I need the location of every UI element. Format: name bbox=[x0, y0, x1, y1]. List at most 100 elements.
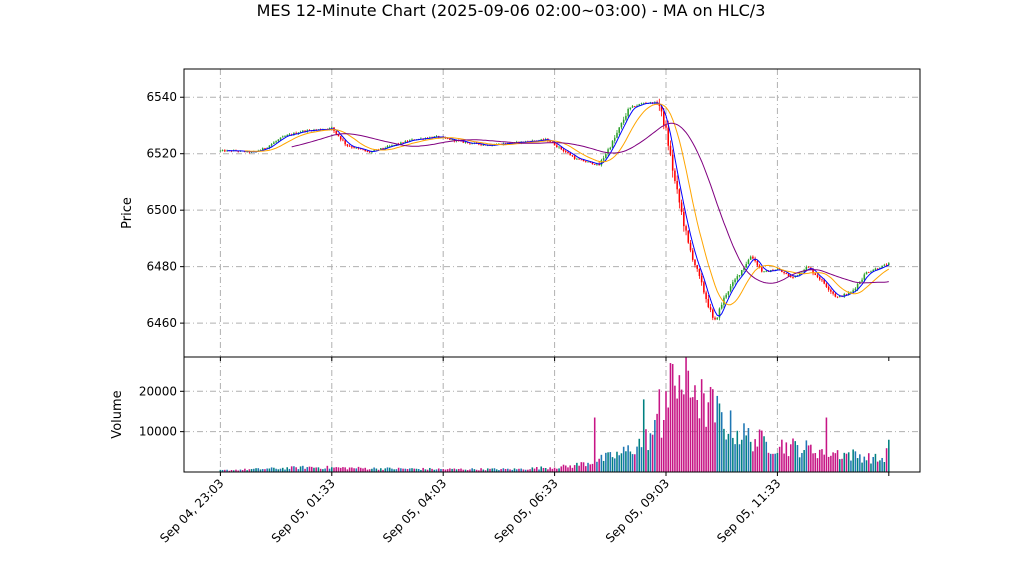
candle-body bbox=[665, 125, 667, 128]
volume-bar bbox=[709, 386, 712, 472]
candle-body bbox=[662, 111, 665, 126]
volume-bar bbox=[547, 469, 549, 472]
volume-bar bbox=[235, 469, 237, 472]
volume-bar bbox=[738, 444, 741, 472]
candle-body bbox=[876, 268, 879, 270]
volume-bar bbox=[680, 389, 683, 472]
volume-bar bbox=[796, 445, 799, 472]
candle-body bbox=[286, 135, 289, 137]
candle-body bbox=[299, 131, 302, 133]
volume-bar bbox=[500, 469, 502, 472]
candle-body bbox=[480, 144, 482, 146]
candle-body bbox=[402, 142, 404, 144]
candle-body bbox=[451, 139, 453, 141]
volume-bar bbox=[569, 465, 571, 472]
candle-body bbox=[865, 272, 868, 275]
candle-body bbox=[756, 260, 759, 266]
candle-body bbox=[449, 138, 451, 140]
volume-bar bbox=[761, 430, 763, 472]
volume-bar bbox=[275, 468, 277, 472]
candle-body bbox=[342, 139, 344, 141]
candle-body bbox=[883, 264, 886, 266]
candle-body bbox=[331, 127, 333, 129]
volume-bar bbox=[576, 462, 578, 472]
candle-body bbox=[366, 151, 369, 152]
volume-bar bbox=[861, 462, 863, 472]
candle-body bbox=[453, 139, 456, 142]
candle-body bbox=[683, 211, 685, 227]
volume-bar bbox=[411, 468, 413, 472]
volume-bar bbox=[839, 459, 841, 472]
candle-body bbox=[687, 230, 690, 243]
volume-bar bbox=[359, 467, 362, 472]
volume-bar bbox=[649, 433, 652, 472]
volume-bar bbox=[564, 465, 567, 472]
candle-body bbox=[720, 304, 723, 309]
volume-bar bbox=[239, 469, 242, 472]
candle-body bbox=[616, 132, 618, 138]
volume-bar bbox=[464, 469, 467, 472]
volume-bar bbox=[803, 450, 805, 472]
candle-body bbox=[807, 266, 810, 268]
candle-body bbox=[562, 149, 565, 152]
volume-bar bbox=[429, 467, 431, 472]
candle-body bbox=[745, 264, 747, 268]
candle-body bbox=[411, 139, 413, 141]
volume-bar bbox=[259, 469, 262, 472]
candle-body bbox=[335, 130, 338, 134]
volume-bar bbox=[391, 468, 393, 472]
price-tick-label: 6540 bbox=[146, 90, 177, 104]
volume-bar bbox=[685, 357, 687, 472]
volume-bar bbox=[253, 468, 255, 472]
candle-body bbox=[843, 294, 846, 297]
volume-bar bbox=[322, 469, 324, 472]
volume-bar bbox=[843, 452, 846, 472]
volume-bar bbox=[266, 468, 268, 472]
candle-body bbox=[700, 276, 703, 283]
volume-bar bbox=[308, 466, 311, 472]
volume-axis-label: Volume bbox=[110, 390, 125, 438]
candle-body bbox=[698, 268, 701, 277]
candle-body bbox=[355, 147, 358, 149]
candle-body bbox=[224, 150, 226, 152]
candle-body bbox=[627, 109, 629, 116]
volume-bar bbox=[386, 467, 389, 472]
candle-body bbox=[585, 161, 587, 163]
candle-body bbox=[618, 127, 620, 133]
candle-body bbox=[264, 148, 266, 149]
volume-bar bbox=[540, 466, 543, 472]
x-tick-label: Sep 04, 23:03 bbox=[157, 476, 226, 545]
volume-bar bbox=[310, 466, 313, 472]
volume-bar bbox=[812, 453, 814, 472]
candle-body bbox=[725, 294, 727, 298]
volume-bar bbox=[527, 469, 529, 472]
volume-bar bbox=[335, 467, 338, 472]
volume-bar bbox=[366, 469, 369, 472]
candle-body bbox=[872, 270, 874, 272]
volume-bar bbox=[388, 467, 391, 472]
volume-bar bbox=[794, 441, 797, 472]
volume-bar bbox=[667, 407, 670, 472]
volume-bar bbox=[268, 468, 271, 472]
volume-bar bbox=[636, 446, 638, 472]
volume-bar bbox=[397, 467, 400, 472]
volume-bar bbox=[304, 468, 306, 472]
volume-bar bbox=[847, 452, 850, 472]
volume-bar bbox=[377, 469, 380, 472]
candle-body bbox=[836, 296, 839, 298]
volume-bar bbox=[493, 468, 496, 472]
volume-bar bbox=[859, 454, 861, 472]
volume-bar bbox=[553, 467, 556, 472]
candle-body bbox=[435, 136, 438, 137]
volume-bar bbox=[453, 468, 456, 472]
volume-bar bbox=[520, 468, 522, 472]
volume-bar bbox=[718, 403, 721, 472]
candle-body bbox=[593, 164, 596, 165]
candle-body bbox=[408, 140, 411, 142]
volume-bar bbox=[364, 467, 366, 472]
volume-bar bbox=[460, 468, 462, 472]
volume-bar bbox=[720, 412, 723, 472]
volume-bar bbox=[533, 468, 536, 472]
candle-body bbox=[740, 270, 743, 276]
candle-body bbox=[667, 127, 670, 146]
